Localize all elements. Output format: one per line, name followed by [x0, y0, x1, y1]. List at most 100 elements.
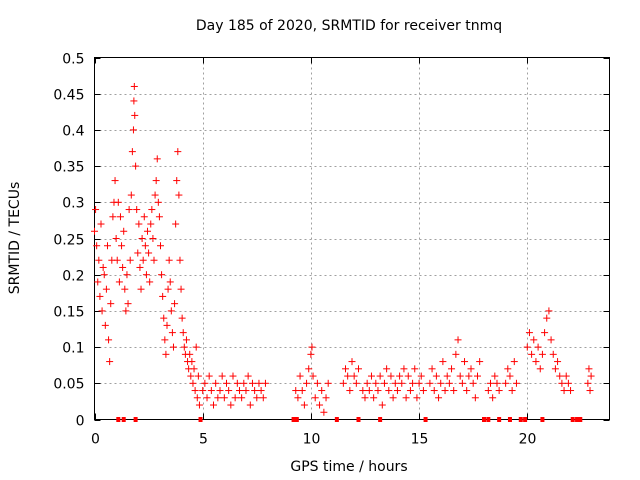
data-point	[176, 256, 184, 264]
x-axis-label: GPS time / hours	[290, 459, 407, 475]
data-point	[474, 372, 482, 380]
zero-value-mark	[378, 417, 383, 422]
data-point	[115, 278, 123, 286]
data-point	[255, 379, 263, 387]
data-point	[567, 387, 575, 395]
data-point	[385, 387, 393, 395]
y-tick-label: 0.1	[62, 341, 84, 357]
data-point	[584, 379, 592, 387]
data-point	[587, 372, 595, 380]
data-point	[126, 256, 134, 264]
data-point	[158, 271, 166, 279]
data-point	[324, 379, 332, 387]
data-point	[149, 235, 157, 242]
data-point	[124, 300, 132, 308]
data-point	[164, 285, 172, 293]
data-point	[374, 387, 382, 395]
data-point	[393, 387, 401, 395]
data-point	[430, 387, 438, 395]
zero-value-mark	[575, 417, 580, 422]
data-point	[545, 307, 553, 315]
zero-value-mark	[507, 417, 512, 422]
data-point	[113, 256, 121, 264]
data-point	[313, 379, 321, 387]
data-point	[162, 350, 170, 358]
data-point	[95, 256, 103, 264]
data-point	[231, 394, 239, 402]
data-point	[534, 343, 542, 351]
data-point	[207, 387, 215, 395]
data-point	[144, 227, 152, 235]
data-point	[456, 372, 464, 380]
data-point	[109, 213, 117, 221]
data-point	[367, 372, 375, 380]
data-point	[532, 358, 540, 366]
data-point	[525, 329, 533, 337]
y-tick-label: 0.4	[62, 124, 84, 140]
data-point	[244, 372, 252, 380]
data-point	[493, 379, 501, 387]
data-point	[103, 242, 111, 250]
data-point	[404, 372, 412, 380]
data-point	[465, 372, 473, 380]
data-point	[99, 263, 107, 271]
data-point	[148, 206, 156, 214]
x-tick-label: 20	[519, 432, 537, 448]
y-tick-label: 0.35	[53, 160, 84, 176]
data-point	[161, 336, 169, 344]
data-point	[318, 387, 326, 395]
data-point	[212, 379, 220, 387]
data-point	[396, 372, 404, 380]
data-point	[510, 358, 518, 366]
data-point	[523, 343, 531, 351]
data-point	[489, 394, 497, 402]
data-point	[354, 365, 362, 373]
data-point	[203, 394, 211, 402]
data-point	[160, 314, 168, 322]
data-point	[512, 379, 520, 387]
data-point	[322, 394, 330, 402]
data-point	[253, 394, 261, 402]
zero-value-mark	[116, 417, 121, 422]
data-point	[361, 394, 369, 402]
data-point	[554, 358, 562, 366]
y-tick-label: 0.15	[53, 305, 84, 321]
data-point	[508, 387, 516, 395]
data-point	[173, 177, 181, 185]
data-point	[129, 126, 137, 134]
data-point	[106, 358, 114, 366]
data-point	[191, 387, 199, 395]
data-point	[387, 372, 395, 380]
zero-value-mark	[121, 417, 126, 422]
data-point	[365, 387, 373, 395]
data-point	[426, 379, 434, 387]
data-point	[178, 314, 186, 322]
data-point	[372, 379, 380, 387]
data-point	[556, 372, 564, 380]
data-point	[156, 242, 164, 250]
data-point	[469, 379, 477, 387]
data-point	[135, 220, 143, 228]
x-tick-label: 10	[303, 432, 321, 448]
data-point	[238, 394, 246, 402]
data-point	[229, 372, 237, 380]
grid-layer	[94, 57, 610, 420]
data-point	[383, 365, 391, 373]
data-point	[220, 394, 228, 402]
data-point	[127, 191, 135, 199]
data-point	[292, 387, 300, 395]
data-point	[171, 300, 179, 308]
data-point	[141, 242, 149, 250]
data-point	[118, 242, 126, 250]
data-point	[91, 227, 98, 235]
data-point	[558, 379, 566, 387]
data-point	[138, 235, 146, 242]
data-point	[538, 350, 546, 358]
data-point	[413, 394, 421, 402]
data-point	[222, 379, 230, 387]
data-point	[190, 365, 198, 373]
data-point	[179, 329, 187, 337]
data-point	[163, 321, 171, 329]
data-point	[389, 394, 397, 402]
data-point	[233, 379, 241, 387]
